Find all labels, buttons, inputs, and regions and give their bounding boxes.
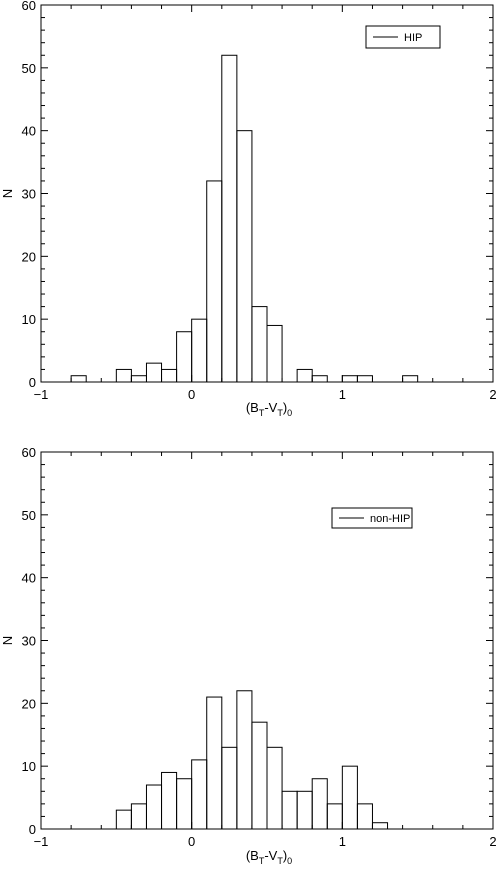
ticks (40, 451, 494, 830)
y-tick-label: 20 (22, 696, 36, 711)
y-tick-label: 50 (22, 508, 36, 523)
x-tick-label: −1 (34, 834, 49, 849)
histogram-bar (341, 375, 358, 383)
histogram-bar (296, 368, 313, 383)
histogram-bar (70, 375, 87, 383)
histogram-bar (221, 54, 238, 383)
y-tick-label: 40 (22, 571, 36, 586)
histogram-bar (311, 778, 328, 830)
y-tick-label: 0 (29, 822, 36, 837)
histogram-bar (281, 790, 298, 830)
histogram-bar (236, 690, 253, 830)
histogram-bar (191, 759, 208, 830)
histogram-bar (266, 324, 283, 383)
histogram-bar (176, 778, 193, 830)
histogram-bar (130, 803, 147, 830)
histogram-bar (371, 822, 389, 830)
histogram-bar (341, 765, 358, 830)
y-axis-title: N (0, 189, 15, 198)
legend-box (365, 25, 441, 49)
histogram-bar (251, 721, 268, 830)
y-tick-label: 10 (22, 312, 36, 327)
y-tick-label: 30 (22, 187, 36, 202)
y-tick-label: 50 (22, 61, 36, 76)
x-tick-label: 0 (188, 387, 195, 402)
histogram-bar (206, 696, 223, 830)
histogram-bar (191, 318, 208, 383)
legend: HIP (365, 25, 441, 49)
x-tick-label: −1 (34, 387, 49, 402)
histogram-bar (221, 746, 238, 830)
y-tick-label: 60 (22, 0, 36, 13)
histogram-bar (161, 771, 178, 830)
x-tick-label: 2 (489, 834, 496, 849)
x-axis-title: (BT-VT)0 (246, 848, 292, 866)
legend-label: non-HIP (370, 513, 410, 525)
x-tick-label: 1 (339, 834, 346, 849)
x-tick-label: 2 (489, 387, 496, 402)
bars (115, 690, 389, 830)
histogram-bar (251, 306, 268, 383)
legend: non-HIP (331, 507, 413, 529)
histogram-bar (236, 130, 253, 383)
histogram-bar (145, 784, 163, 830)
histogram-bar (402, 375, 419, 383)
x-axis-title: (BT-VT)0 (246, 400, 292, 418)
histogram-bar (176, 331, 193, 383)
histogram-bar (356, 375, 373, 383)
histogram-bar (115, 368, 132, 383)
y-axis-title: N (0, 636, 15, 645)
y-tick-label: 40 (22, 124, 36, 139)
histogram-bar (356, 803, 373, 830)
ticks (40, 4, 494, 383)
x-tick-label: 1 (339, 387, 346, 402)
legend-box (331, 507, 413, 529)
histogram-bar (145, 362, 163, 383)
y-tick-label: 0 (29, 375, 36, 390)
y-tick-label: 10 (22, 759, 36, 774)
y-tick-label: 60 (22, 445, 36, 460)
histogram-bar (206, 180, 223, 383)
histogram-bar (161, 368, 178, 383)
bars (70, 54, 419, 383)
y-tick-label: 30 (22, 634, 36, 649)
histogram-bar (296, 790, 313, 830)
y-tick-label: 20 (22, 249, 36, 264)
legend-label: HIP (404, 32, 422, 44)
histogram-bar (130, 375, 147, 383)
histogram-bar (115, 809, 132, 830)
histogram-bar (266, 746, 283, 830)
histogram-bar (311, 375, 328, 383)
x-tick-label: 0 (188, 834, 195, 849)
histogram-bar (326, 803, 343, 830)
